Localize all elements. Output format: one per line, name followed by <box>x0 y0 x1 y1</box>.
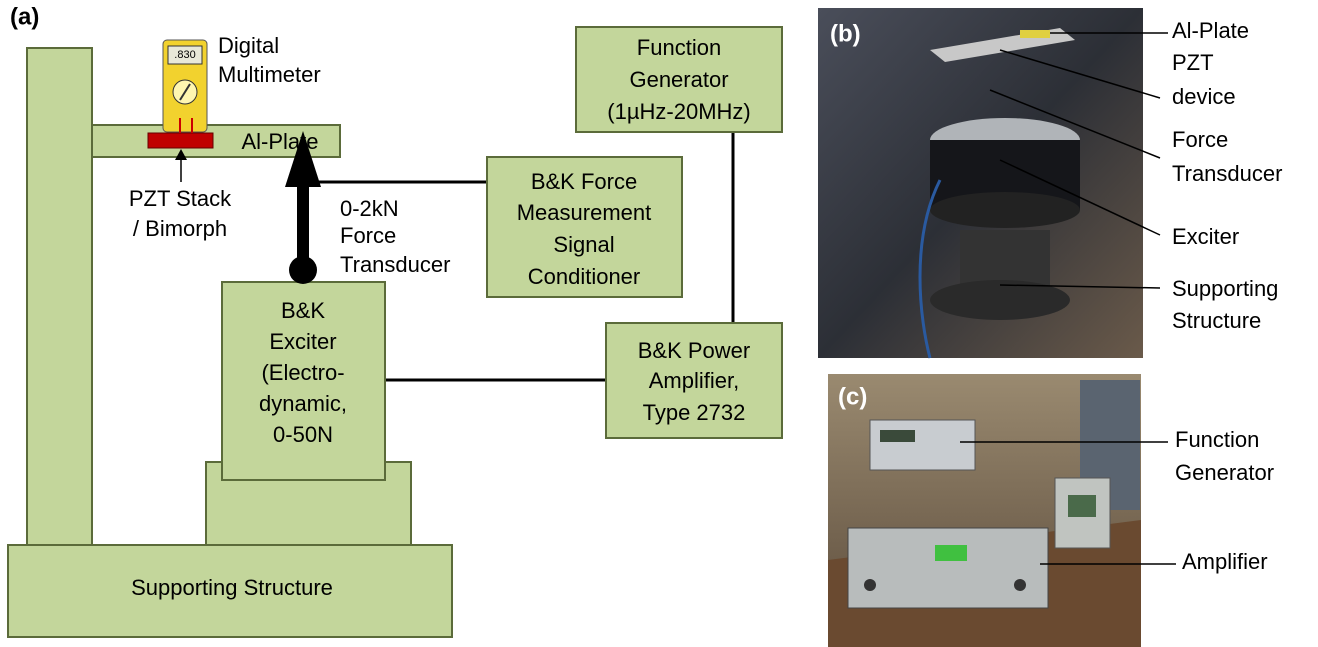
exciter-label: (Electro- <box>261 360 344 385</box>
callout: Al-Plate <box>1172 18 1249 43</box>
exciter-label: Exciter <box>269 329 336 354</box>
function-generator-label: Generator <box>629 67 728 92</box>
power-amplifier-label: Amplifier, <box>649 368 739 393</box>
force-transducer-label: Transducer <box>340 252 450 277</box>
exciter-label: B&K <box>281 298 325 323</box>
multimeter-label: Digital <box>218 33 279 58</box>
force-transducer <box>289 256 317 284</box>
signal-conditioner-label: Conditioner <box>528 264 641 289</box>
callout: Generator <box>1175 460 1274 485</box>
callout: Structure <box>1172 308 1261 333</box>
column <box>27 48 92 545</box>
pzt-stack <box>148 133 213 148</box>
function-generator-label: Function <box>637 35 721 60</box>
callout: Supporting <box>1172 276 1278 301</box>
figure: (a) .830 Digital Multimeter Al-Plate PZT… <box>0 0 1318 647</box>
signal-conditioner-label: B&K Force <box>531 169 637 194</box>
callout: device <box>1172 84 1236 109</box>
pzt-label: PZT Stack <box>129 186 232 211</box>
panel-label: (b) <box>830 20 861 47</box>
force-transducer-label: Force <box>340 223 396 248</box>
callout: PZT <box>1172 50 1214 75</box>
photo-b <box>818 8 1143 358</box>
signal-conditioner-label: Signal <box>553 232 614 257</box>
callout: Transducer <box>1172 161 1282 186</box>
callout: Amplifier <box>1182 549 1268 574</box>
panel-label: (a) <box>10 3 39 30</box>
pzt-label: / Bimorph <box>133 216 227 241</box>
callout: Function <box>1175 427 1259 452</box>
callout: Exciter <box>1172 224 1239 249</box>
multimeter-display: .830 <box>174 49 195 61</box>
function-generator-label: (1µHz-20MHz) <box>607 99 750 124</box>
power-amplifier-label: Type 2732 <box>643 400 746 425</box>
photo-c <box>828 374 1141 647</box>
supporting-structure-label: Supporting Structure <box>131 575 333 600</box>
power-amplifier-label: B&K Power <box>638 338 751 363</box>
multimeter-label: Multimeter <box>218 62 321 87</box>
exciter-label: dynamic, <box>259 391 347 416</box>
panel-label: (c) <box>838 383 867 410</box>
callout: Force <box>1172 127 1228 152</box>
exciter-label: 0-50N <box>273 422 333 447</box>
force-transducer-label: 0-2kN <box>340 196 399 221</box>
signal-conditioner-label: Measurement <box>517 200 652 225</box>
